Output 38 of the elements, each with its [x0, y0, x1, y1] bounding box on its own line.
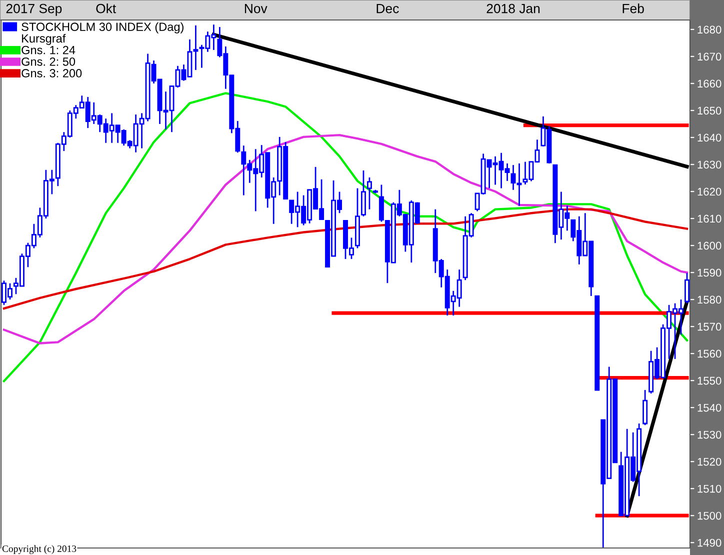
y-tick-label: 1590 [698, 268, 722, 277]
y-tick-label: 1660 [698, 80, 722, 88]
y-tick-label: 1520 [698, 458, 722, 466]
legend-title: Kursgraf [22, 34, 66, 45]
line-series [2, 134, 688, 344]
line-series [2, 208, 688, 310]
y-tick-label: 1560 [698, 350, 722, 358]
y-tick-label: 1620 [698, 188, 722, 196]
legend-label: Gns. 1: 24 [22, 46, 76, 54]
y-tick-label: 1580 [698, 296, 722, 304]
y-tick-label: 1610 [698, 214, 722, 223]
legend-label: Gns. 2: 50 [22, 57, 76, 66]
y-tick-label: 1600 [698, 242, 722, 250]
y-tick-label: 1500 [698, 512, 722, 520]
x-tick-label: 2017 Sep [6, 4, 62, 16]
y-tick-label: 1510 [698, 484, 722, 493]
candlestick [642, 389, 648, 426]
y-tick-label: 1630 [698, 160, 722, 169]
y-tick-label: 1550 [698, 376, 722, 385]
x-tick-label: Okt [96, 4, 116, 14]
x-tick-label: Dec [376, 4, 399, 14]
y-tick-label: 1530 [698, 430, 722, 439]
y-tick-label: 1670 [698, 52, 722, 61]
x-tick-label: 2018 Jan [486, 4, 540, 14]
annotation: Copyright (c) 2013 [2, 545, 76, 554]
y-tick-label: 1570 [698, 322, 722, 331]
y-tick-label: 1650 [698, 106, 722, 115]
legend-label: Gns. 3: 200 [22, 69, 82, 78]
legend-label: STOCKHOLM 30 INDEX (Dag) [22, 22, 184, 34]
y-tick-label: 1490 [698, 538, 722, 547]
line-series [2, 92, 688, 382]
y-tick-label: 1680 [698, 26, 722, 34]
candlestick [366, 176, 372, 210]
y-tick-label: 1540 [698, 404, 722, 412]
x-tick-label: Nov [244, 4, 268, 14]
x-tick-label: Feb [622, 4, 644, 14]
candlestick [360, 170, 366, 218]
y-tick-label: 1640 [698, 134, 722, 142]
